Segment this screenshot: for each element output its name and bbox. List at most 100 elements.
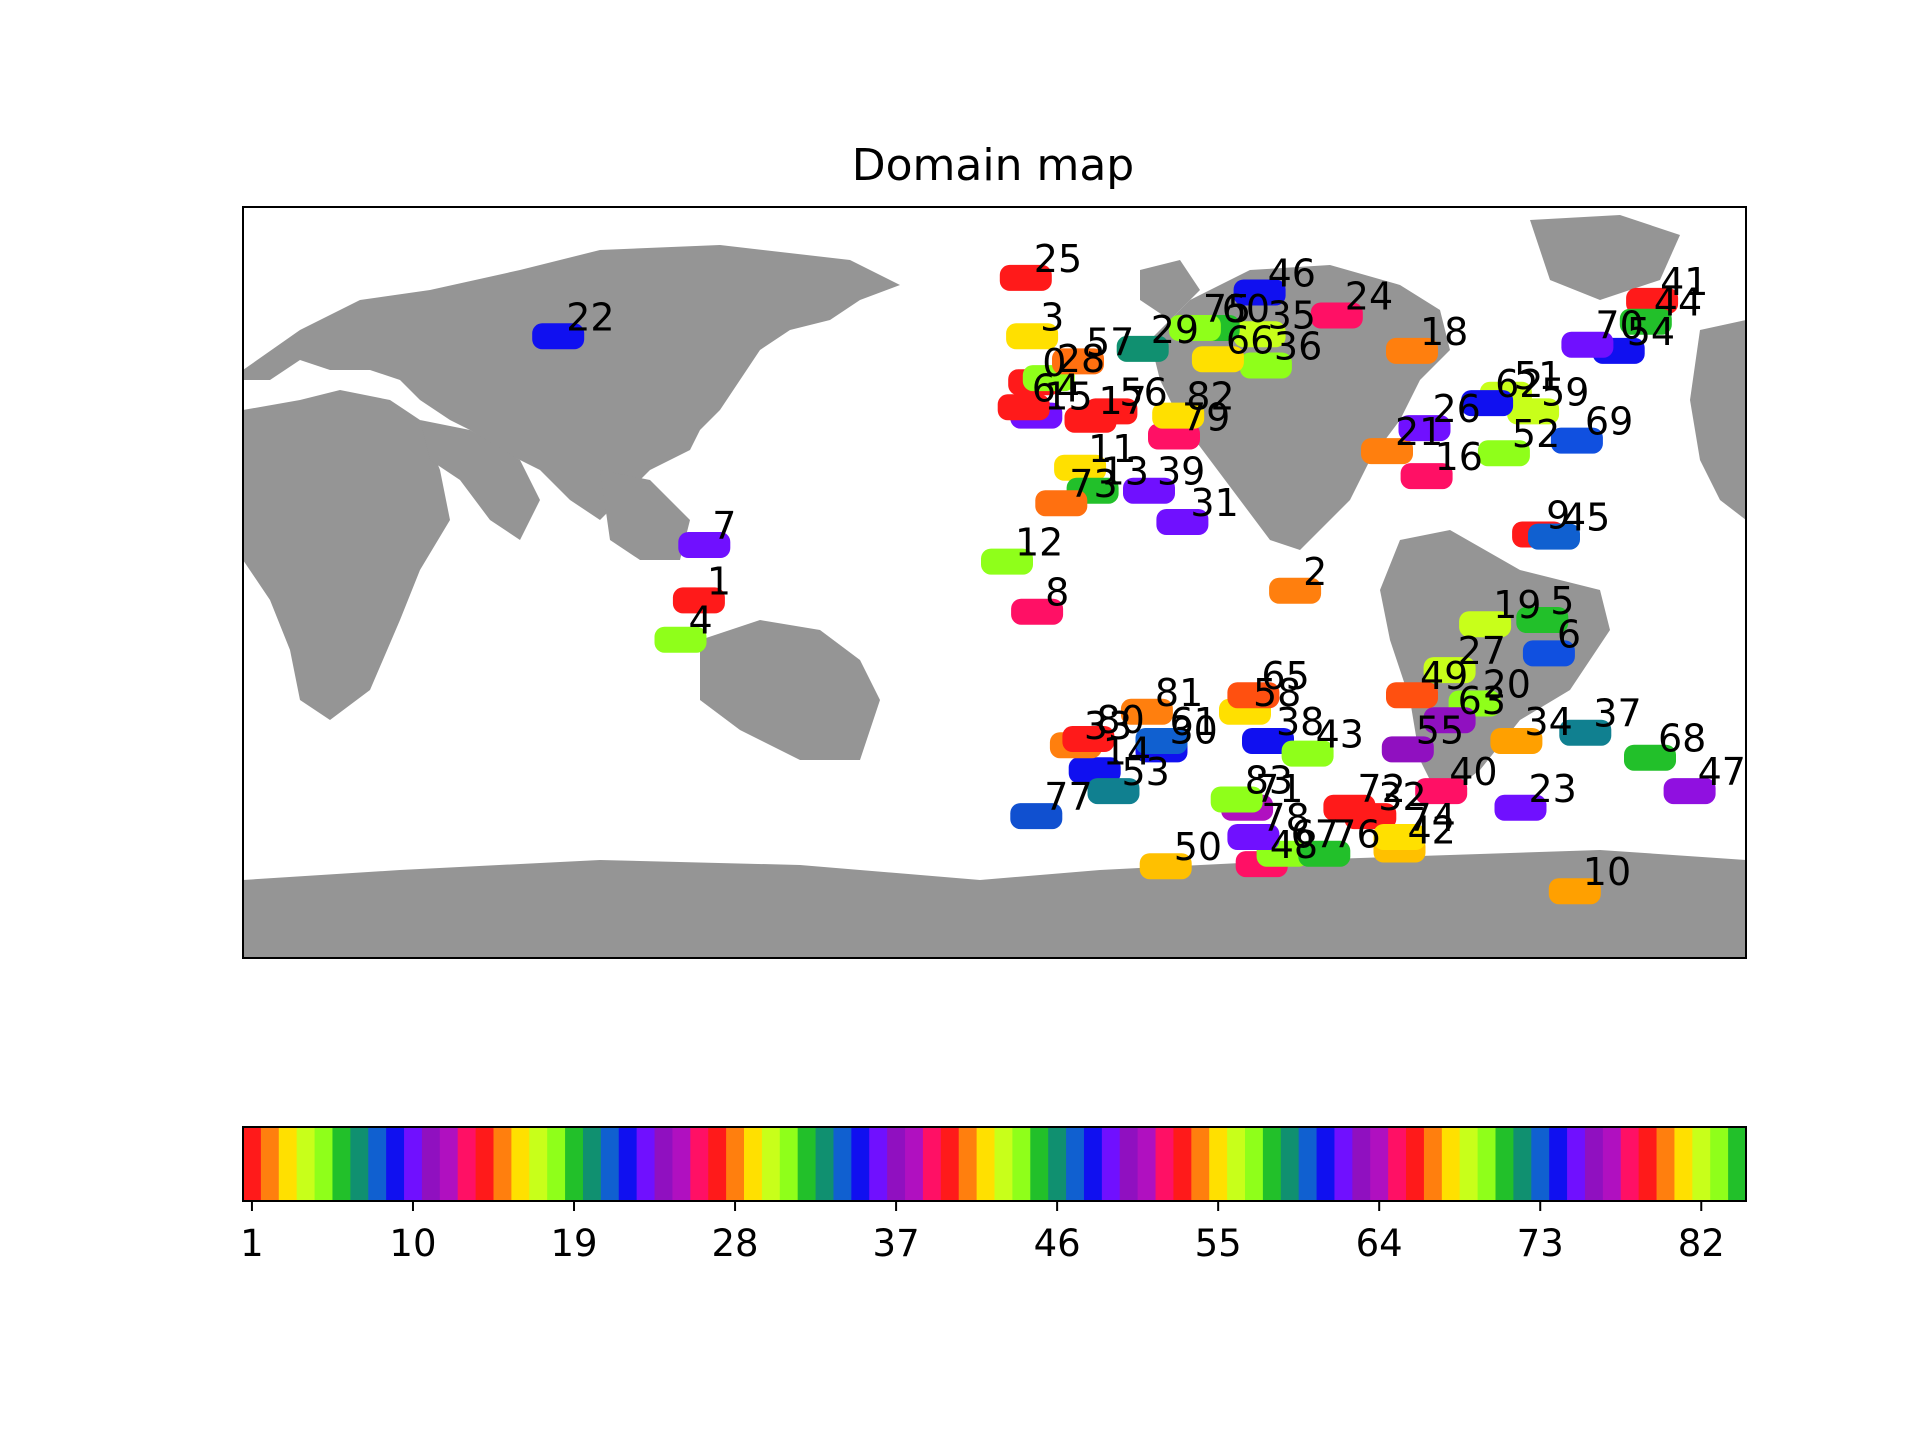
map-border — [242, 206, 1747, 959]
domain-label-10: 10 — [1583, 850, 1631, 894]
domain-label-78: 78 — [1261, 796, 1309, 840]
domain-patch-63 — [1423, 707, 1476, 734]
domain-patch-37 — [1559, 719, 1612, 746]
domain-label-74: 74 — [1408, 796, 1456, 840]
colorbar-bin — [1656, 1127, 1676, 1201]
domain-patch-73 — [1035, 490, 1088, 517]
domain-label-69: 69 — [1585, 400, 1633, 444]
domain-label-76: 76 — [1332, 813, 1380, 857]
domain-patch-5 — [1516, 607, 1569, 633]
domain-label-24: 24 — [1345, 275, 1393, 319]
domain-label-27: 27 — [1458, 629, 1506, 673]
domain-label-9: 9 — [1546, 494, 1570, 538]
colorbar-bin — [672, 1127, 691, 1201]
domain-labels: 01 234 56789101112131415161718192021222324… — [566, 237, 1746, 894]
colorbar-bin — [404, 1127, 423, 1201]
domain-label-19: 19 — [1493, 583, 1541, 627]
domain-label-41: 41 — [1660, 260, 1708, 304]
domain-patch-77 — [1010, 803, 1063, 830]
colorbar-bin — [887, 1127, 906, 1201]
colorbar-bin — [636, 1127, 656, 1201]
domain-patch-79 — [1148, 423, 1200, 450]
domain-label-11: 11 — [1088, 427, 1136, 471]
colorbar-bin — [314, 1127, 334, 1201]
domain-label-81: 81 — [1155, 671, 1203, 715]
domain-label-29: 29 — [1151, 308, 1199, 352]
domain-patch-1 — [672, 587, 725, 614]
domain-label-48: 48 — [1270, 823, 1318, 867]
domain-patches — [532, 264, 1716, 905]
colorbar-tick-label: 46 — [1034, 1222, 1081, 1265]
domain-label-39: 39 — [1157, 450, 1205, 494]
domain-label-30: 30 — [1170, 708, 1218, 752]
colorbar-bin — [1477, 1127, 1497, 1201]
domain-patch-82 — [1152, 402, 1205, 429]
domain-patch-80 — [1062, 726, 1115, 752]
domain-label-55: 55 — [1416, 708, 1464, 752]
colorbar-bin — [1316, 1127, 1336, 1201]
colorbar-bin — [1245, 1127, 1264, 1201]
colorbar-ticks: 1 10 19 28 37 46 55 64 73 82 — [240, 1201, 1725, 1265]
domain-label-6: 6 — [1557, 612, 1581, 656]
colorbar-bin — [1406, 1127, 1425, 1201]
colorbar-bin — [1584, 1127, 1604, 1201]
domain-patch-27 — [1423, 657, 1476, 684]
colorbar-bin — [529, 1127, 548, 1201]
domain-patch-24 — [1310, 302, 1363, 329]
colorbar-bin — [1048, 1127, 1067, 1201]
domain-label-47: 47 — [1698, 750, 1746, 794]
colorbar-bin — [1710, 1127, 1729, 1201]
domain-patch-4 — [654, 626, 707, 653]
colorbar-bin — [1012, 1127, 1031, 1201]
domain-label-75: 75 — [1203, 287, 1251, 331]
domain-patch-50 — [1139, 853, 1192, 880]
colorbar-bin — [493, 1127, 512, 1201]
domain-label-15: 15 — [1044, 375, 1092, 419]
domain-label-66: 66 — [1226, 318, 1274, 362]
domain-patch-55 — [1381, 736, 1434, 763]
domain-patch-62 — [1461, 390, 1514, 417]
domain-label-0: 0 — [1042, 341, 1066, 385]
domain-patch-49 — [1386, 682, 1438, 709]
domain-patch-31 — [1156, 509, 1209, 535]
domain-label-56: 56 — [1119, 370, 1167, 414]
domain-label-40: 40 — [1449, 750, 1497, 794]
domain-label-34: 34 — [1524, 700, 1572, 744]
domain-label-2: 2 — [1303, 550, 1327, 594]
colorbar-bin — [582, 1127, 602, 1201]
colorbar-bin — [1262, 1127, 1282, 1201]
domain-label-72: 72 — [1357, 767, 1405, 811]
colorbar-bin — [1298, 1127, 1318, 1201]
domain-patch-36 — [1239, 352, 1292, 379]
colorbar-bin — [905, 1127, 924, 1201]
domain-label-36: 36 — [1274, 325, 1322, 369]
colorbar-bin — [761, 1127, 781, 1201]
domain-label-45: 45 — [1562, 496, 1610, 540]
domain-label-53: 53 — [1122, 750, 1170, 794]
domain-patch-76 — [1298, 840, 1351, 867]
domain-label-26: 26 — [1433, 387, 1481, 431]
domain-label-20: 20 — [1483, 663, 1531, 707]
colorbar-bin — [1119, 1127, 1139, 1201]
colorbar-bin — [1638, 1127, 1658, 1201]
map-frame: 01 234 56789101112131415161718192021222324… — [242, 206, 1747, 959]
domain-patch-23 — [1494, 794, 1547, 821]
domain-label-68: 68 — [1658, 717, 1706, 761]
domain-label-57: 57 — [1086, 320, 1134, 364]
colorbar-bin — [278, 1127, 298, 1201]
colorbar-bin — [1602, 1127, 1622, 1201]
domain-patch-6 — [1522, 640, 1575, 667]
colorbar-bin — [1280, 1127, 1300, 1201]
domain-label-23: 23 — [1529, 767, 1577, 811]
colorbar-bin — [1423, 1127, 1443, 1201]
land-greenland — [1530, 215, 1680, 300]
domain-label-33: 33 — [1084, 704, 1132, 748]
domain-patch-25 — [999, 264, 1052, 291]
colorbar-bin — [922, 1127, 942, 1201]
domain-patch-26 — [1398, 415, 1451, 442]
domain-label-38: 38 — [1276, 700, 1324, 744]
domain-patch-68 — [1624, 744, 1676, 771]
domain-label-46: 46 — [1268, 252, 1316, 296]
colorbar-tick-label: 19 — [550, 1222, 597, 1265]
